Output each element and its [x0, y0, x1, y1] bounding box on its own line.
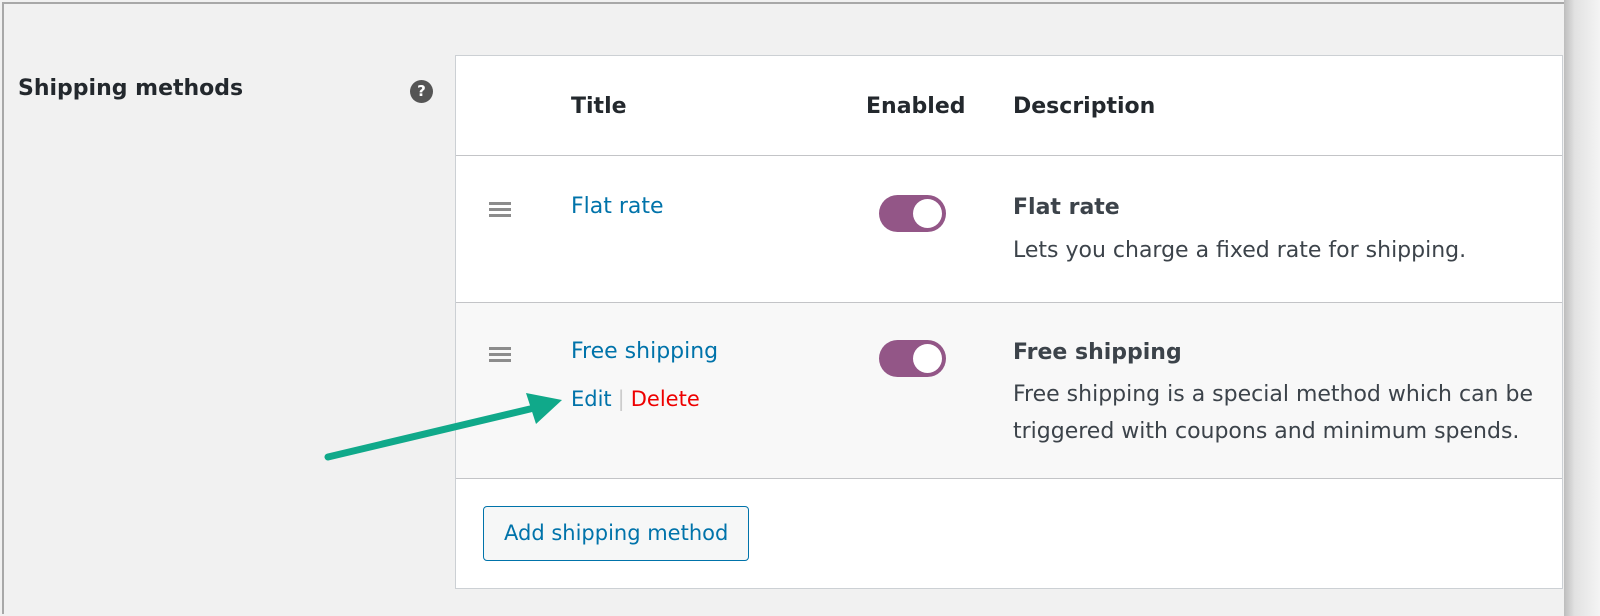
screenshot-frame	[2, 2, 1564, 614]
edit-link[interactable]: Edit	[571, 387, 612, 411]
drag-handle-icon[interactable]	[489, 347, 511, 365]
method-title-link[interactable]: Free shipping	[571, 339, 719, 364]
delete-link[interactable]: Delete	[630, 387, 700, 411]
method-name: Free shipping	[1013, 340, 1182, 365]
enabled-toggle[interactable]	[879, 340, 946, 377]
enabled-toggle[interactable]	[879, 195, 946, 232]
drag-handle-icon[interactable]	[489, 202, 511, 220]
add-shipping-method-button[interactable]: Add shipping method	[483, 506, 750, 561]
row-actions: Edit | Delete	[571, 387, 700, 411]
method-name: Flat rate	[1013, 195, 1120, 220]
table-footer: Add shipping method	[456, 479, 1562, 589]
column-description: Description	[1013, 94, 1156, 119]
shipping-methods-table: Title Enabled Description Flat rate Flat…	[455, 55, 1563, 589]
method-description: Free shipping is a special method which …	[1013, 382, 1533, 444]
table-header: Title Enabled Description	[456, 56, 1562, 156]
action-separator: |	[617, 387, 625, 411]
method-description: Lets you charge a fixed rate for shippin…	[1013, 238, 1467, 263]
table-row: Flat rate Flat rate Lets you charge a fi…	[456, 156, 1562, 303]
column-enabled: Enabled	[866, 94, 966, 119]
help-icon[interactable]: ?	[410, 80, 433, 103]
column-title: Title	[571, 94, 627, 119]
frame-shadow	[1564, 0, 1600, 616]
table-row: Free shipping Edit | Delete Free shipping …	[456, 303, 1562, 479]
method-title-link[interactable]: Flat rate	[571, 194, 664, 219]
section-label: Shipping methods	[18, 76, 244, 101]
